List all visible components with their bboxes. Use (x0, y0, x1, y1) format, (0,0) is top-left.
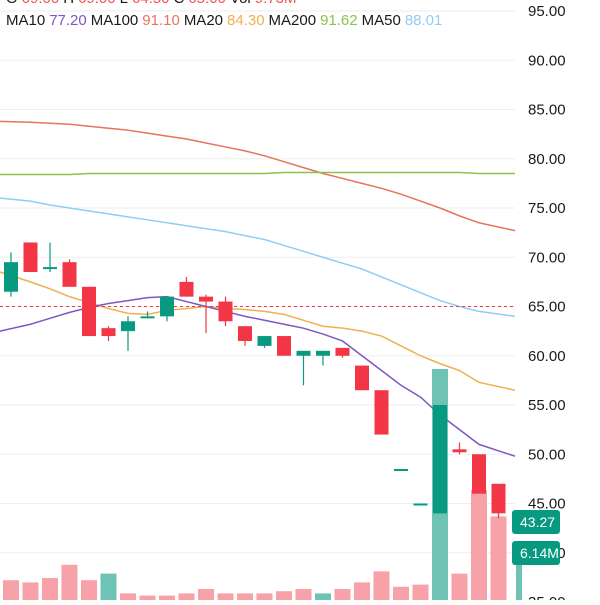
candle-body (277, 336, 291, 356)
volume-bar (256, 593, 273, 600)
y-axis-tick-label: 70.00 (528, 249, 566, 266)
volume-bar (276, 591, 292, 600)
candle-body (62, 262, 77, 287)
candle-body (472, 454, 486, 494)
volume-bar (42, 578, 58, 600)
ohlc-label-h: H (63, 0, 74, 7)
candle-body (179, 281, 194, 297)
y-axis-tick-label: 75.00 (528, 200, 566, 217)
candle-body (491, 483, 506, 514)
ohlc-label-o: O (6, 0, 18, 7)
candle-body (121, 321, 135, 332)
candle-body (140, 316, 155, 319)
volume-bar (100, 573, 117, 600)
volume-bar (139, 595, 156, 600)
candle-body (199, 296, 213, 302)
volume-bar (490, 516, 507, 600)
ma-value-ma200: 91.62 (320, 12, 358, 29)
volume-bar (315, 593, 331, 600)
ma-value-ma10: 77.20 (49, 12, 87, 29)
ma-label-ma200: MA200 (268, 12, 317, 29)
candle-body (394, 469, 408, 472)
volume-bar (120, 593, 136, 600)
moving-average-legend: MA10 77.20 MA100 91.10 MA20 84.30 MA200 91.62 MA… (6, 12, 446, 29)
ma-label-ma20: MA20 (183, 12, 223, 29)
y-axis-tick-label: 90.00 (528, 52, 566, 69)
y-axis-tick-label: 55.00 (528, 397, 566, 414)
last-price-badge: 43.27 (512, 510, 560, 534)
candle-body (374, 390, 389, 435)
ohlc-value-vol: 9.73M (255, 0, 297, 7)
candle-body (335, 347, 350, 356)
candle-body (23, 242, 38, 273)
volume-bar (373, 571, 390, 600)
ohlc-value-c: 65.00 (188, 0, 226, 7)
ohlc-value-o: 69.00 (22, 0, 60, 7)
volume-bar (451, 573, 468, 600)
last-price-label: 43.27 (520, 514, 556, 530)
candle-body (43, 267, 57, 270)
candle-body (413, 503, 428, 506)
volume-bar (393, 586, 409, 600)
y-axis-tick-label: 60.00 (528, 348, 566, 365)
volume-bar (354, 582, 370, 600)
candle-body (218, 301, 233, 322)
ma-value-ma100: 91.10 (142, 12, 180, 29)
candle-body (160, 296, 174, 317)
volume-bar (198, 589, 214, 600)
last-volume-badge: 6.14M (512, 541, 560, 565)
candle-body (4, 262, 18, 292)
volume-bar (295, 589, 312, 600)
ma-value-ma20: 84.30 (227, 12, 265, 29)
candle-body (452, 449, 467, 453)
candle-body (101, 328, 116, 337)
ohlc-label-c: C (174, 0, 185, 7)
volume-bar (178, 593, 195, 600)
volume-bar (217, 593, 234, 600)
volume-bar (471, 490, 487, 600)
y-axis-tick-label: 35.00 (528, 594, 566, 600)
volume-bar (81, 580, 97, 600)
volume-bar (22, 582, 39, 600)
y-axis-tick-label: 45.00 (528, 496, 566, 513)
candle-body (257, 336, 272, 346)
y-axis-tick-label: 95.00 (528, 3, 566, 20)
last-volume-label: 6.14M (520, 545, 559, 561)
ma-label-ma50: MA50 (361, 12, 401, 29)
ohlc-label-l: L (120, 0, 128, 7)
ohlc-value-h: 69.00 (78, 0, 116, 7)
y-axis-tick-label: 50.00 (528, 446, 566, 463)
volume-bar (516, 545, 522, 600)
volume-bar (412, 584, 429, 600)
candle-body (296, 350, 311, 356)
candle-body (316, 350, 330, 356)
ohlc-legend: O69.00H69.00L64.50C65.00Vol9.73M (6, 0, 300, 7)
candle-body (433, 405, 447, 514)
candle-body (238, 326, 252, 341)
y-axis-tick-label: 80.00 (528, 151, 566, 168)
ma-value-ma50: 88.01 (404, 12, 443, 29)
ma-label-ma10: MA10 (6, 12, 46, 29)
volume-bar (237, 593, 253, 600)
volume-bar (334, 589, 351, 600)
ma-line-ma50 (0, 197, 516, 318)
y-axis-tick-label: 85.00 (528, 102, 566, 119)
ma-line-ma100 (0, 120, 516, 232)
volume-bar (159, 595, 175, 600)
ma-line-ma200 (0, 171, 515, 176)
ma-label-ma100: MA100 (90, 12, 139, 29)
candle-body (355, 365, 369, 391)
volume-bar (3, 580, 19, 600)
candle-body (82, 286, 96, 337)
ohlc-value-l: 64.50 (132, 0, 170, 7)
ohlc-label-vol: Vol (230, 0, 251, 7)
y-axis-tick-label: 65.00 (528, 299, 566, 316)
volume-bar (61, 564, 78, 600)
